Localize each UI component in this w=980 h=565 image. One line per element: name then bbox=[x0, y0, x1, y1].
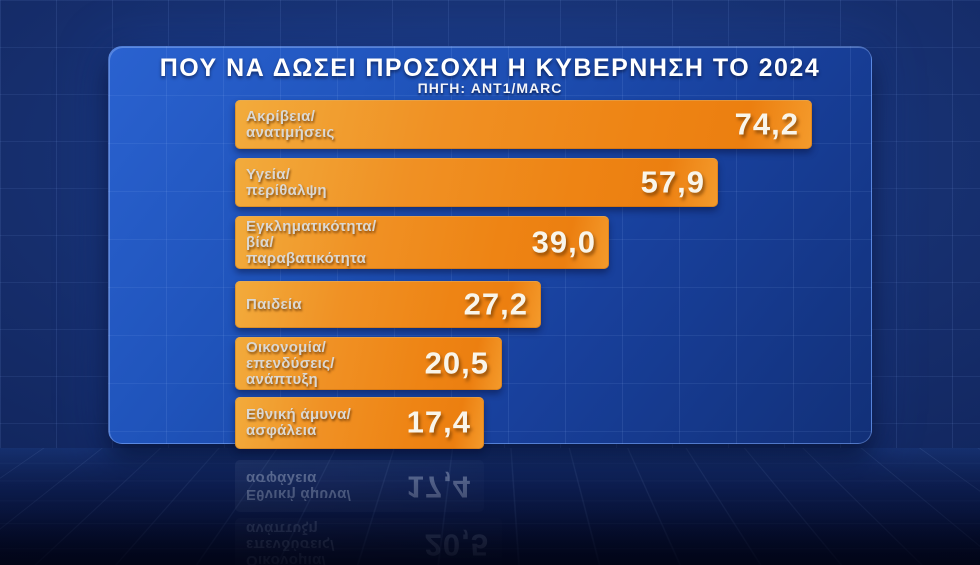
bar-reflection-row: Οικονομία/επενδύσεις/ανάπτυξη 20,5 bbox=[235, 518, 502, 565]
bar-value: 27,2 bbox=[463, 285, 528, 321]
bar-row: Εγκληματικότητα/βία/παραβατικότητα 39,0 bbox=[235, 216, 609, 269]
bar-value: 20,5 bbox=[424, 344, 489, 380]
bar-label: Οικονομία/επενδύσεις/ανάπτυξη bbox=[246, 520, 335, 565]
bar-row: Υγεία/περίθαλψη 57,9 bbox=[235, 158, 718, 207]
bar-label: Παιδεία bbox=[246, 295, 302, 313]
bar-row: Ακρίβεια/ανατιμήσεις 74,2 bbox=[235, 100, 812, 149]
bar-value: 57,9 bbox=[640, 163, 705, 199]
bar-label: Εγκληματικότητα/βία/παραβατικότητα bbox=[246, 217, 377, 267]
bar-row: Οικονομία/επενδύσεις/ανάπτυξη 20,5 bbox=[235, 337, 502, 390]
chart-source: ΠΗΓΗ: ANT1/MARC bbox=[417, 80, 563, 96]
bar-value: 17,4 bbox=[406, 469, 471, 505]
bar-value: 17,4 bbox=[406, 404, 471, 440]
bar-value: 20,5 bbox=[424, 528, 489, 564]
bar-value: 39,0 bbox=[531, 223, 596, 259]
bar-label: Εθνική άμυνα/ασφάλεια bbox=[246, 470, 352, 503]
bar-value: 74,2 bbox=[734, 105, 799, 141]
bar-label: Υγεία/περίθαλψη bbox=[246, 165, 327, 199]
chart-title: ΠΟΥ ΝΑ ΔΩΣΕΙ ΠΡΟΣΟΧΗ Η ΚΥΒΕΡΝΗΣΗ ΤΟ 2024 bbox=[159, 54, 821, 82]
bar-row: Παιδεία 27,2 bbox=[235, 281, 541, 328]
bar-label: Ακρίβεια/ανατιμήσεις bbox=[246, 107, 335, 141]
bar-reflection-row: Εθνική άμυνα/ασφάλεια 17,4 bbox=[235, 460, 484, 512]
bar-row: Εθνική άμυνα/ασφάλεια 17,4 bbox=[235, 397, 484, 449]
bar-label: Οικονομία/επενδύσεις/ανάπτυξη bbox=[246, 338, 335, 388]
bar-label: Εθνική άμυνα/ασφάλεια bbox=[246, 406, 352, 439]
